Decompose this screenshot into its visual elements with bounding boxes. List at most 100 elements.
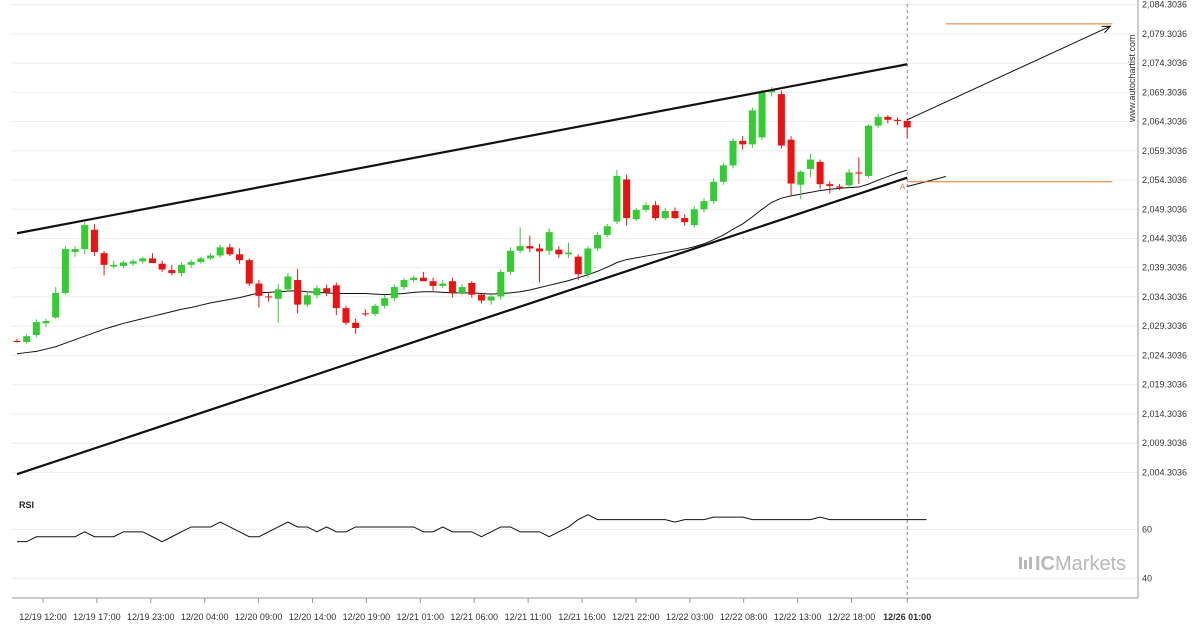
y-tick-label: 2,064.3036 xyxy=(1142,117,1187,127)
candle-body xyxy=(884,116,892,120)
x-tick-label: 12/19 23:00 xyxy=(127,612,175,622)
x-tick-label: 12/20 09:00 xyxy=(235,612,283,622)
candle-body xyxy=(710,181,718,202)
candle-body xyxy=(574,256,582,275)
candle-body xyxy=(42,320,50,324)
candle-body xyxy=(400,280,408,288)
candle-body xyxy=(361,313,369,315)
x-tick-label: 12/22 03:00 xyxy=(666,612,714,622)
pattern-point-label: A xyxy=(900,183,906,192)
candle-body xyxy=(487,296,495,301)
candle-body xyxy=(816,161,824,185)
candle-body xyxy=(410,277,418,281)
rsi-title: RSI xyxy=(19,500,34,510)
candle-body xyxy=(874,116,882,126)
y-axis-ticks: 2,084.3036 2,079.3036 2,074.3036 2,069.3036… xyxy=(1142,0,1187,477)
y-tick-label: 2,004.3036 xyxy=(1142,467,1187,477)
candle-body xyxy=(603,226,611,236)
candle-body xyxy=(787,139,795,184)
candle-body xyxy=(148,258,156,264)
y-tick-label: 2,059.3036 xyxy=(1142,146,1187,156)
candle-body xyxy=(23,336,31,343)
x-tick-label: 12/21 01:00 xyxy=(397,612,445,622)
projection-arrow xyxy=(906,25,1111,121)
x-tick-label: 12/20 19:00 xyxy=(343,612,391,622)
candle-body xyxy=(139,258,147,262)
x-axis-ticks: 12/19 12:00 12/19 17:00 12/19 23:00 12/20 0… xyxy=(19,598,931,622)
brand-suffix: Markets xyxy=(1055,553,1126,575)
candle-body xyxy=(748,110,756,145)
candle-body xyxy=(129,261,137,264)
candle-body xyxy=(110,264,118,267)
candle-body xyxy=(245,260,253,284)
candle-body xyxy=(71,249,79,252)
candle-body xyxy=(864,125,872,176)
candle-body xyxy=(690,209,698,226)
candle-body xyxy=(894,119,902,121)
candle-body xyxy=(284,276,292,290)
candle-body xyxy=(32,322,40,336)
candle-body xyxy=(255,283,263,296)
candle-body xyxy=(274,289,282,299)
candle-body xyxy=(652,205,660,219)
candle-body xyxy=(177,264,185,274)
rsi-line xyxy=(17,514,927,543)
y-tick-label: 2,039.3036 xyxy=(1142,263,1187,273)
x-tick-label: 12/22 08:00 xyxy=(720,612,768,622)
candle-body xyxy=(100,253,108,265)
candle-body xyxy=(797,171,805,185)
candle-body xyxy=(119,262,127,267)
x-tick-label: 12/22 13:00 xyxy=(774,612,822,622)
candle-body xyxy=(516,246,524,251)
brand-prefix: IC xyxy=(1035,553,1055,575)
candle-body xyxy=(506,250,514,272)
y-tick-label: 2,079.3036 xyxy=(1142,29,1187,39)
candle-body xyxy=(458,287,466,293)
candle-body xyxy=(61,249,69,293)
candle-body xyxy=(265,296,273,298)
candle-body xyxy=(332,285,340,309)
brand-bar-icon xyxy=(1024,560,1027,569)
pattern-overlay: A xyxy=(16,23,1113,476)
candle-body xyxy=(13,340,21,343)
x-tick-label: 12/26 01:00 xyxy=(883,612,931,622)
candle-body xyxy=(303,295,311,305)
candle-body xyxy=(632,209,640,220)
candle-body xyxy=(758,92,766,138)
candle-body xyxy=(835,186,843,188)
x-tick-label: 12/19 12:00 xyxy=(19,612,67,622)
brand-bar-icon xyxy=(1019,557,1022,569)
x-tick-label: 12/21 16:00 xyxy=(558,612,606,622)
candle-body xyxy=(352,322,360,329)
rsi-tick-label: 40 xyxy=(1142,573,1152,583)
candle-body xyxy=(342,308,350,323)
x-tick-label: 12/21 06:00 xyxy=(450,612,498,622)
candle-body xyxy=(565,252,573,255)
rsi-grid xyxy=(12,528,1138,579)
x-tick-label: 12/20 04:00 xyxy=(181,612,229,622)
candle-body xyxy=(719,165,727,182)
y-tick-label: 2,009.3036 xyxy=(1142,438,1187,448)
candle-body xyxy=(381,298,389,306)
candle-body xyxy=(555,249,563,255)
candle-body xyxy=(477,294,485,301)
candle-body xyxy=(545,232,553,251)
candle-body xyxy=(81,225,89,250)
y-tick-label: 2,019.3036 xyxy=(1142,380,1187,390)
candle-body xyxy=(806,159,814,169)
y-tick-label: 2,024.3036 xyxy=(1142,350,1187,360)
candle-body xyxy=(729,140,737,166)
rsi-tick-label: 60 xyxy=(1142,524,1152,534)
y-tick-label: 2,034.3036 xyxy=(1142,292,1187,302)
candle-body xyxy=(390,287,398,299)
candle-body xyxy=(168,270,176,274)
lower-trendline xyxy=(16,176,908,476)
y-tick-label: 2,029.3036 xyxy=(1142,321,1187,331)
candle-body xyxy=(197,258,205,262)
candle-body xyxy=(681,218,689,223)
x-tick-label: 12/22 18:00 xyxy=(828,612,876,622)
grid-lines xyxy=(12,4,1138,473)
brand-text: ICMarkets xyxy=(1035,553,1126,575)
x-tick-label: 12/21 11:00 xyxy=(505,612,552,622)
